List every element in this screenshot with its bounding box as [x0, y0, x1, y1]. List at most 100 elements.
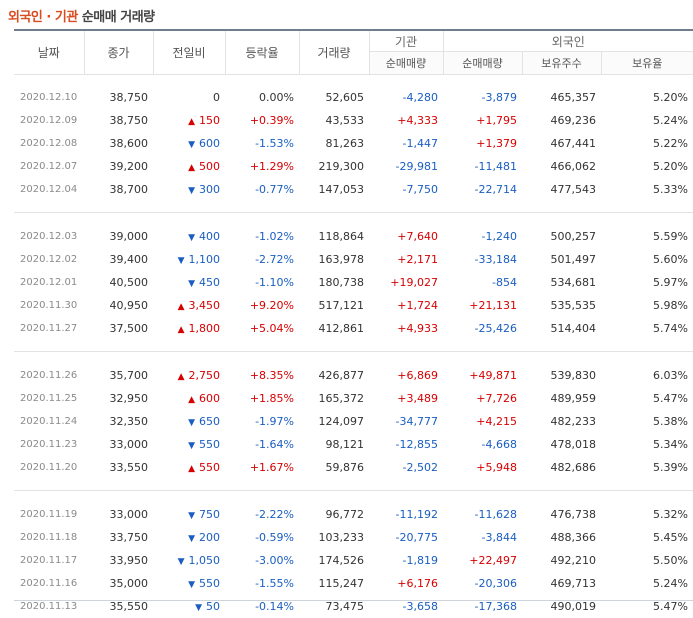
cell-volume: 174,526	[299, 549, 369, 572]
cell-change: ▼650	[153, 410, 225, 433]
col-group-foreign: 외국인	[443, 30, 693, 52]
cell-change: ▼1,050	[153, 549, 225, 572]
cell-foreign-ratio: 5.20%	[601, 86, 693, 109]
cell-inst-net: +3,489	[369, 387, 443, 410]
cell-inst-net: -11,192	[369, 503, 443, 526]
cell-foreign-ratio: 5.45%	[601, 526, 693, 549]
cell-volume: 81,263	[299, 132, 369, 155]
cell-rate: -2.72%	[225, 248, 299, 271]
arrow-down-icon: ▼	[188, 140, 195, 150]
cell-foreign-net: -4,668	[443, 433, 522, 456]
cell-change: 0	[153, 86, 225, 109]
arrow-up-icon: ▲	[178, 325, 185, 335]
cell-date: 2020.11.17	[14, 549, 84, 572]
cell-date: 2020.12.10	[14, 86, 84, 109]
change-value: 550	[199, 577, 220, 590]
cell-volume: 115,247	[299, 572, 369, 595]
cell-date: 2020.12.07	[14, 155, 84, 178]
arrow-down-icon: ▼	[188, 511, 195, 521]
cell-close: 39,400	[84, 248, 153, 271]
change-value: 650	[199, 415, 220, 428]
cell-change: ▼ 550	[153, 572, 225, 595]
cell-foreign-ratio: 5.33%	[601, 178, 693, 201]
cell-change: ▲3,450	[153, 294, 225, 317]
cell-foreign-hold: 500,257	[522, 225, 601, 248]
cell-close: 35,000	[84, 572, 153, 595]
cell-foreign-hold: 492,210	[522, 549, 601, 572]
cell-foreign-hold: 482,686	[522, 456, 601, 479]
cell-close: 35,550	[84, 595, 153, 618]
change-value: 600	[199, 392, 220, 405]
cell-inst-net: +6,176	[369, 572, 443, 595]
arrow-down-icon: ▼	[188, 441, 195, 451]
cell-foreign-ratio: 6.03%	[601, 364, 693, 387]
cell-volume: 147,053	[299, 178, 369, 201]
arrow-down-icon: ▼	[188, 580, 195, 590]
cell-date: 2020.11.23	[14, 433, 84, 456]
cell-close: 38,600	[84, 132, 153, 155]
cell-close: 35,700	[84, 364, 153, 387]
section-title: 외국인 · 기관 순매매 거래량	[8, 6, 155, 25]
cell-foreign-ratio: 5.20%	[601, 155, 693, 178]
cell-close: 33,550	[84, 456, 153, 479]
cell-volume: 96,772	[299, 503, 369, 526]
cell-change: ▼200	[153, 526, 225, 549]
cell-foreign-hold: 465,357	[522, 86, 601, 109]
cell-inst-net: +7,640	[369, 225, 443, 248]
cell-volume: 103,233	[299, 526, 369, 549]
cell-foreign-net: +4,215	[443, 410, 522, 433]
cell-change: ▼ 550	[153, 433, 225, 456]
cell-change: ▼750	[153, 503, 225, 526]
cell-close: 38,750	[84, 109, 153, 132]
cell-inst-net: -12,855	[369, 433, 443, 456]
cell-volume: 180,738	[299, 271, 369, 294]
col-group-institution: 기관	[369, 30, 443, 52]
cell-change: ▼400	[153, 225, 225, 248]
title-institution: 기관	[55, 10, 78, 25]
cell-date: 2020.11.18	[14, 526, 84, 549]
cell-foreign-ratio: 5.22%	[601, 132, 693, 155]
cell-foreign-ratio: 5.24%	[601, 572, 693, 595]
cell-foreign-ratio: 5.98%	[601, 294, 693, 317]
cell-date: 2020.11.16	[14, 572, 84, 595]
cell-foreign-hold: 478,018	[522, 433, 601, 456]
arrow-up-icon: ▲	[188, 117, 195, 127]
change-value: 2,750	[189, 369, 221, 382]
cell-rate: -0.77%	[225, 178, 299, 201]
cell-foreign-net: -3,879	[443, 86, 522, 109]
cell-change: ▲550	[153, 456, 225, 479]
cell-foreign-hold: 539,830	[522, 364, 601, 387]
cell-inst-net: -1,819	[369, 549, 443, 572]
cell-change: ▲500	[153, 155, 225, 178]
cell-foreign-ratio: 5.38%	[601, 410, 693, 433]
cell-foreign-ratio: 5.39%	[601, 456, 693, 479]
col-foreign-hold: 보유주수	[522, 52, 601, 75]
cell-foreign-net: -854	[443, 271, 522, 294]
cell-foreign-net: -20,306	[443, 572, 522, 595]
cell-rate: -1.97%	[225, 410, 299, 433]
cell-close: 39,200	[84, 155, 153, 178]
cell-foreign-ratio: 5.97%	[601, 271, 693, 294]
cell-foreign-net: -3,844	[443, 526, 522, 549]
cell-change: ▼450	[153, 271, 225, 294]
cell-foreign-hold: 501,497	[522, 248, 601, 271]
change-value: 550	[199, 438, 220, 451]
cell-close: 38,700	[84, 178, 153, 201]
arrow-up-icon: ▲	[188, 464, 195, 474]
cell-foreign-net: -17,368	[443, 595, 522, 618]
cell-foreign-hold: 489,959	[522, 387, 601, 410]
cell-volume: 219,300	[299, 155, 369, 178]
cell-rate: -1.55%	[225, 572, 299, 595]
cell-volume: 426,877	[299, 364, 369, 387]
cell-date: 2020.11.25	[14, 387, 84, 410]
cell-date: 2020.11.27	[14, 317, 84, 340]
cell-volume: 412,861	[299, 317, 369, 340]
cell-volume: 59,876	[299, 456, 369, 479]
row-spacer	[14, 479, 693, 491]
cell-rate: -0.14%	[225, 595, 299, 618]
